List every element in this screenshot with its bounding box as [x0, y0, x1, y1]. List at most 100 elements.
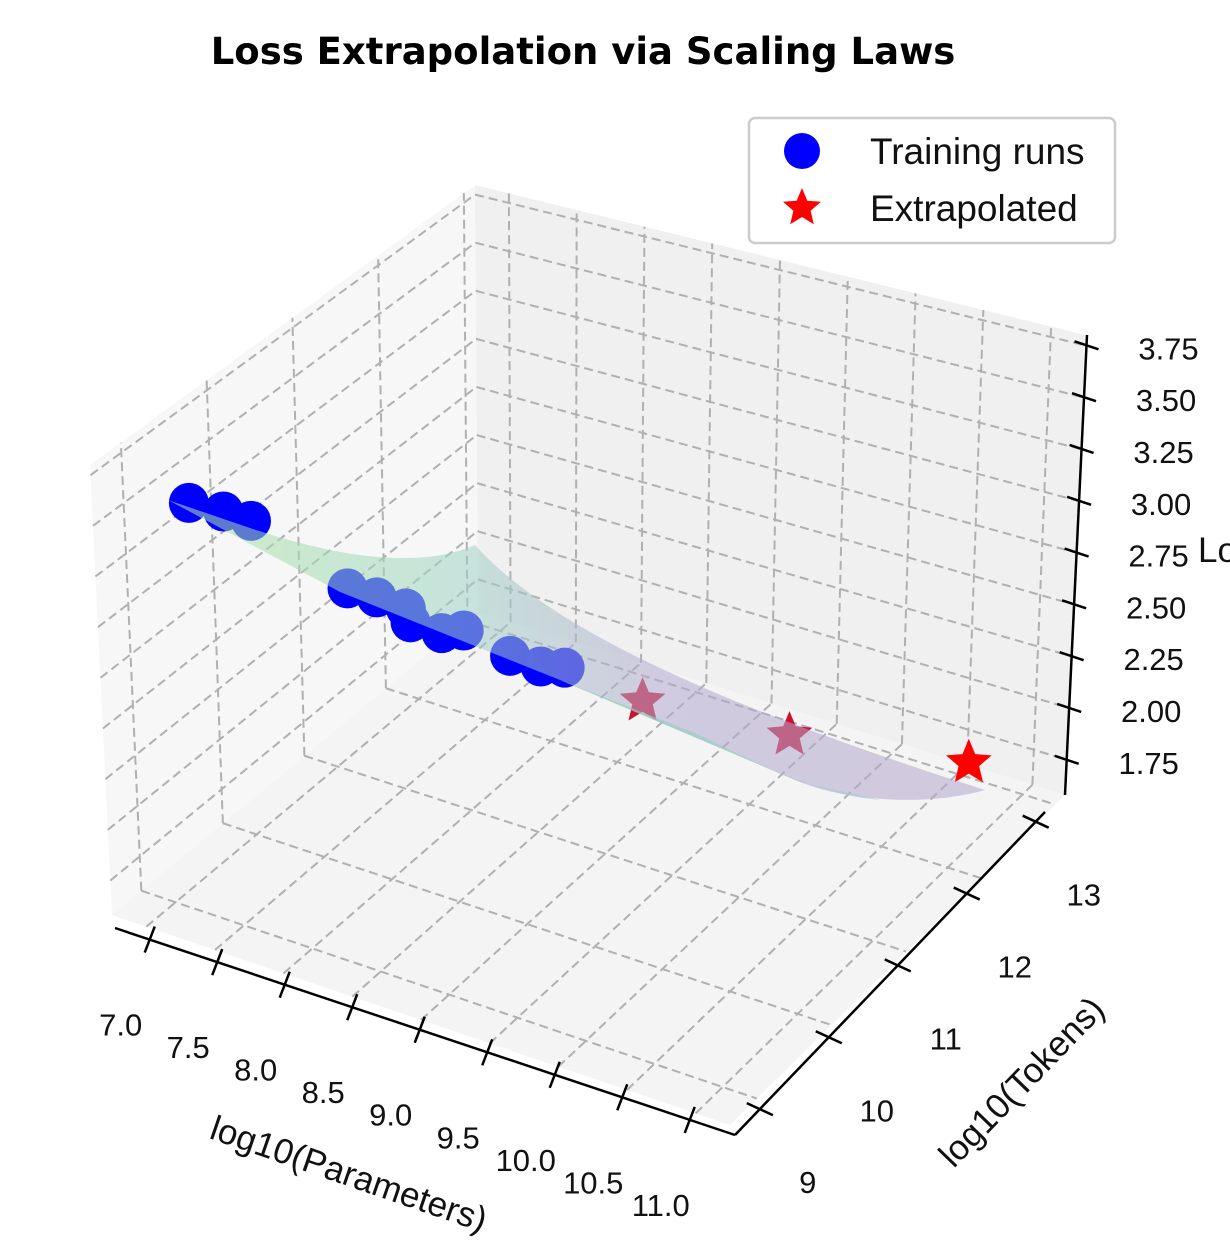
z-tick-label: 2.25	[1123, 642, 1183, 677]
z-axis-line	[1063, 334, 1089, 796]
y-tick-label: 11	[930, 1021, 962, 1056]
x-tick-label: 9.0	[369, 1098, 412, 1133]
z-gridline-left	[92, 241, 477, 527]
y-tick	[746, 1102, 774, 1117]
x-tick-label: 11.0	[632, 1188, 690, 1223]
x-gridline-floor	[351, 682, 707, 998]
z-tick	[1069, 443, 1094, 455]
y-tick-label: 12	[997, 950, 1031, 985]
y-tick	[953, 886, 981, 901]
x-gridline-floor	[283, 662, 642, 975]
z-gridline-left	[99, 386, 478, 679]
x-tick-label: 8.0	[234, 1053, 277, 1088]
x-tick	[278, 971, 291, 999]
x-gridline-floor	[557, 743, 903, 1068]
x-gridline-back	[966, 309, 985, 765]
x-tick	[211, 948, 224, 976]
y-axis-label: log10(Tokens)	[931, 989, 1112, 1174]
z-gridline-back	[476, 434, 1074, 606]
y-gridline-left	[119, 442, 143, 891]
back-pane	[475, 185, 1085, 795]
x-tick-label: 10.0	[496, 1143, 556, 1178]
x-gridline-floor	[488, 723, 838, 1045]
z-tick	[1059, 650, 1085, 662]
z-tick	[1056, 702, 1082, 714]
x-gridline-back	[1031, 326, 1053, 785]
z-gridline-back	[475, 241, 1083, 399]
z-gridline-left	[102, 434, 478, 730]
z-gridline-back	[476, 482, 1072, 658]
fitted-surface	[168, 500, 985, 800]
x-tick-label: 7.0	[99, 1008, 142, 1043]
x-gridline-back	[770, 259, 781, 704]
x-gridline-floor	[145, 621, 512, 928]
y-gridline-left	[291, 317, 306, 756]
z-gridline-back	[477, 530, 1070, 709]
axes: 7.0 7.5 8.0 8.5 9.0 9.5 10.010.5 11.0 9 10 11 12 13…	[99, 331, 1199, 1223]
x-tick-label: 9.5	[437, 1120, 480, 1155]
x-tick	[346, 993, 359, 1021]
z-tick	[1054, 754, 1080, 765]
x-tick	[616, 1083, 629, 1111]
z-gridline-left	[94, 289, 477, 578]
x-tick	[481, 1038, 494, 1066]
z-axis-label: Loss	[1198, 531, 1230, 570]
y-tick	[1022, 814, 1050, 829]
z-gridline-back	[476, 385, 1076, 554]
z-tick	[1061, 599, 1087, 610]
y-tick	[815, 1030, 843, 1045]
legend-label-training-runs: Training runs	[870, 131, 1085, 172]
surface-fill	[168, 500, 985, 800]
z-tick	[1071, 391, 1097, 403]
legend-box	[747, 116, 1117, 245]
z-tick-label: 3.25	[1133, 435, 1193, 470]
z-tick-label: 2.75	[1128, 539, 1188, 574]
x-gridline-floor	[626, 763, 968, 1091]
z-tick	[1066, 495, 1092, 506]
y-gridline-floor	[222, 822, 832, 1026]
z-tick	[1074, 340, 1099, 351]
z-gridline-back	[477, 578, 1067, 761]
y-tick-label: 13	[1066, 878, 1100, 913]
x-gridline-back	[640, 226, 646, 663]
z-tick-label: 3.00	[1131, 487, 1191, 522]
extrapolated-point	[946, 738, 992, 783]
y-tick-label: 10	[860, 1093, 894, 1128]
z-tick	[1064, 547, 1089, 558]
legend-star-icon	[783, 188, 821, 225]
z-gridline-left	[89, 193, 476, 476]
y-gridline-floor	[304, 754, 907, 953]
chart-title: Loss Extrapolation via Scaling Laws	[211, 30, 956, 73]
z-gridline-back	[475, 337, 1079, 502]
x-gridline-back	[507, 193, 512, 623]
y-tick	[884, 958, 912, 973]
y-gridline-floor	[141, 889, 758, 1100]
y-axis-line	[734, 811, 1046, 1136]
x-tick-label: 10.5	[563, 1165, 623, 1200]
x-gridline-back	[900, 293, 917, 745]
y-gridline-left	[205, 380, 224, 824]
z-tick-label: 2.00	[1121, 694, 1181, 729]
x-gridline-back	[574, 209, 578, 643]
x-gridline-floor	[694, 784, 1034, 1115]
legend-circle-icon	[784, 133, 820, 169]
z-gridline-back	[474, 193, 1085, 347]
legend-label-extrapolated: Extrapolated	[870, 188, 1078, 229]
z-tick-label: 3.75	[1138, 331, 1198, 366]
z-tick-label: 1.75	[1119, 746, 1179, 781]
x-tick	[413, 1016, 426, 1044]
x-gridline-floor	[420, 702, 773, 1021]
y-tick-label: 9	[799, 1165, 816, 1200]
y-gridline-floor	[385, 687, 981, 880]
x-gridline-back	[835, 276, 849, 724]
z-gridline-left	[104, 482, 478, 780]
z-tick-label: 3.50	[1136, 383, 1196, 418]
x-gridline-floor	[214, 641, 577, 951]
z-gridline-left	[97, 338, 477, 628]
z-gridline-back	[475, 289, 1081, 450]
x-tick-label: 8.5	[302, 1075, 345, 1110]
legend: Training runs Extrapolated	[747, 116, 1117, 245]
x-gridline-back	[705, 243, 714, 684]
